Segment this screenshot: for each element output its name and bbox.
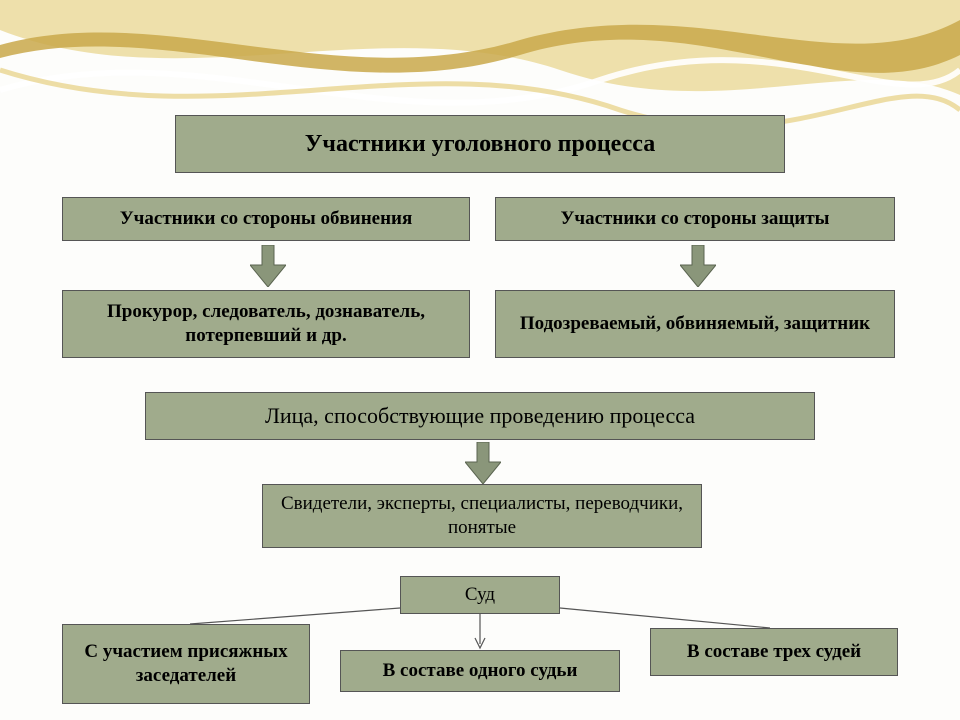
box-court-left: С участием присяжных заседателей xyxy=(62,624,310,704)
box-court-right: В составе трех судей xyxy=(650,628,898,676)
court-right-text: В составе трех судей xyxy=(687,640,861,664)
diagram-content: Участники уголовного процесса Участники … xyxy=(0,0,960,720)
box-court-mid: В составе одного судьи xyxy=(340,650,620,692)
court-left-text: С участием присяжных заседателей xyxy=(73,640,299,688)
court-mid-text: В составе одного судьи xyxy=(383,659,578,683)
court-connectors xyxy=(0,0,960,720)
